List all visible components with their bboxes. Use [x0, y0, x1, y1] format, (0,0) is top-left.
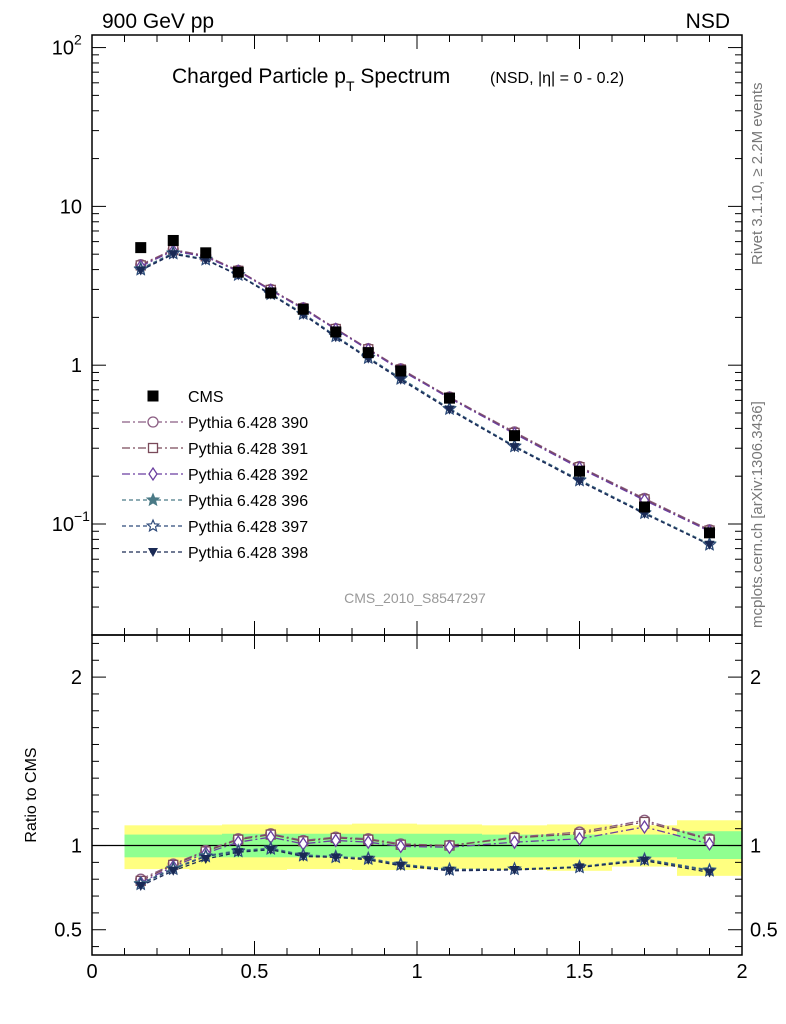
ratio-data-point	[265, 845, 276, 855]
legend-marker	[147, 390, 159, 402]
ratio-data-point	[298, 852, 309, 862]
x-tick-label: 1.5	[566, 961, 594, 983]
legend-label: Pythia 6.428 392	[188, 467, 308, 484]
data-point	[509, 443, 520, 453]
ratio-data-point	[395, 839, 406, 854]
legend-label: Pythia 6.428 397	[188, 519, 308, 536]
legend-marker	[145, 492, 161, 507]
chart-title-note: (NSD, |η| = 0 - 0.2)	[490, 70, 624, 87]
legend: CMS Pythia 6.428 390 Pythia 6.428 391 Pythi…	[122, 389, 308, 562]
ratio-data-point	[639, 856, 650, 866]
ratio-data-point	[444, 840, 455, 855]
series-line	[140, 248, 710, 531]
data-point	[135, 242, 147, 254]
data-point	[168, 250, 179, 260]
ratio-data-point	[574, 831, 585, 846]
x-tick-label: 1	[411, 961, 422, 983]
ratio-data-point	[200, 855, 211, 864]
legend-label: Pythia 6.428 396	[188, 493, 308, 510]
series-line	[140, 253, 710, 546]
ratio-data-point	[509, 865, 520, 875]
ratio-frame	[91, 634, 743, 956]
legend-marker	[148, 548, 158, 557]
legend-marker	[145, 518, 161, 533]
legend-marker	[148, 466, 158, 482]
data-point	[232, 266, 244, 278]
data-point	[395, 375, 406, 385]
analysis-watermark: CMS_2010_S8547297	[344, 590, 486, 606]
ratio-series-line	[140, 821, 710, 882]
ratio-data-point	[704, 836, 715, 852]
ratio-data-point	[168, 866, 179, 876]
data-point	[444, 405, 455, 415]
data-point	[265, 287, 277, 299]
y-tick-label: 1	[71, 836, 82, 858]
data-point	[167, 234, 179, 246]
y-tick-label: 10	[52, 38, 74, 60]
series-line	[140, 249, 710, 532]
ratio-data-point	[135, 881, 146, 891]
series-line	[140, 250, 710, 532]
y-tick-label: 2	[71, 667, 82, 689]
ratio-data-point	[233, 848, 244, 858]
legend-marker	[147, 416, 159, 428]
ratio-series-line	[140, 847, 710, 885]
ratio-data-point	[509, 834, 520, 850]
ratio-data-point	[330, 853, 341, 863]
data-point	[135, 266, 146, 276]
ratio-data-point	[395, 861, 406, 871]
y-tick-label-right: 0.5	[750, 920, 778, 942]
legend-label: Pythia 6.428 390	[188, 415, 308, 432]
ratio-series-line	[140, 819, 710, 880]
legend-label: Pythia 6.428 398	[188, 545, 308, 562]
data-point	[704, 540, 715, 550]
ratio-data-point	[704, 868, 715, 878]
chart-title: Charged Particle pT Spectrum	[172, 65, 450, 94]
x-tick-label: 2	[736, 961, 747, 983]
data-point	[200, 247, 212, 259]
ratio-series-line	[140, 826, 710, 884]
legend-label: CMS	[188, 389, 224, 406]
x-tick-label: 0.5	[241, 961, 269, 983]
legend-label: Pythia 6.428 391	[188, 441, 308, 458]
legend-marker	[147, 442, 159, 454]
ratio-data-point	[330, 833, 341, 848]
ratio-data-point	[639, 819, 650, 835]
ratio-data-point	[574, 863, 585, 873]
y-tick-label: 0.5	[54, 920, 82, 942]
data-point	[362, 347, 374, 359]
header-right: NSD	[686, 10, 730, 33]
data-point	[297, 303, 309, 315]
data-point	[639, 501, 650, 513]
data-point	[444, 392, 455, 404]
header-left: 900 GeV pp	[102, 10, 214, 33]
data-point	[395, 365, 407, 377]
data-point	[704, 527, 715, 539]
rivet-version-label: Rivet 3.1.10, ≥ 2.2M events	[749, 83, 766, 266]
mcplots-label: mcplots.cern.ch [arXiv:1306.3436]	[749, 401, 766, 628]
y-tick-label-right: 1	[750, 836, 761, 858]
ratio-data-point	[363, 834, 374, 850]
ratio-data-point	[444, 866, 455, 876]
y-tick-label: 1	[71, 355, 82, 377]
y-tick-label-exponent: 2	[74, 32, 82, 48]
x-tick-label: 0	[86, 961, 97, 983]
data-point	[509, 430, 520, 442]
y-tick-label: 10	[60, 196, 82, 218]
ratio-series-line	[140, 849, 710, 887]
ratio-y-axis-label: Ratio to CMS	[23, 747, 40, 842]
ratio-data-point	[363, 855, 374, 865]
data-point	[330, 326, 342, 338]
data-point	[574, 465, 585, 477]
y-tick-label: 10	[52, 514, 74, 536]
y-tick-label-right: 2	[750, 667, 761, 689]
data-point	[574, 477, 585, 487]
y-tick-label-exponent: −1	[74, 508, 90, 524]
